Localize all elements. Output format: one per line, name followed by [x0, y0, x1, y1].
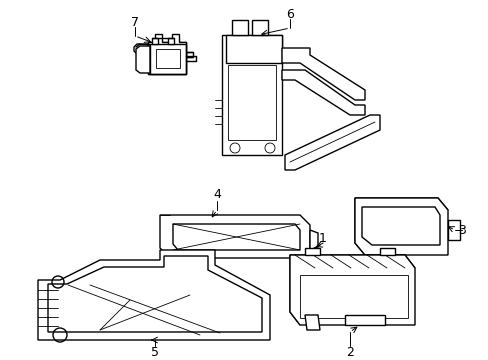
Polygon shape	[447, 220, 459, 240]
Polygon shape	[289, 255, 299, 325]
Bar	[148, 42, 185, 74]
Bar	[156, 49, 180, 68]
Text: 1: 1	[318, 231, 326, 244]
Polygon shape	[152, 38, 158, 44]
Bar	[227, 65, 275, 140]
Polygon shape	[148, 34, 185, 74]
Polygon shape	[282, 70, 364, 115]
Bar	[299, 275, 407, 318]
Polygon shape	[48, 256, 262, 332]
Polygon shape	[168, 38, 174, 44]
Polygon shape	[305, 315, 319, 330]
Bar	[150, 44, 185, 74]
Polygon shape	[379, 248, 394, 255]
Polygon shape	[289, 255, 414, 268]
Polygon shape	[289, 255, 414, 325]
Bar	[154, 48, 180, 68]
Polygon shape	[354, 198, 447, 255]
Text: 6: 6	[285, 8, 293, 21]
Polygon shape	[354, 198, 364, 255]
Text: 3: 3	[457, 224, 465, 237]
Polygon shape	[361, 207, 439, 245]
Polygon shape	[305, 248, 319, 255]
Polygon shape	[173, 224, 299, 250]
Bar	[231, 20, 247, 35]
Polygon shape	[354, 198, 447, 210]
Text: 4: 4	[213, 189, 221, 202]
Polygon shape	[309, 230, 317, 250]
Polygon shape	[345, 315, 384, 325]
Bar	[225, 35, 282, 63]
Text: 5: 5	[151, 346, 159, 359]
Polygon shape	[285, 115, 379, 170]
Polygon shape	[38, 250, 269, 340]
Bar	[222, 35, 282, 155]
Text: 2: 2	[346, 346, 353, 359]
Polygon shape	[136, 46, 150, 73]
Polygon shape	[160, 215, 309, 258]
Text: 7: 7	[131, 15, 139, 28]
Polygon shape	[282, 48, 364, 100]
Bar	[251, 20, 267, 35]
